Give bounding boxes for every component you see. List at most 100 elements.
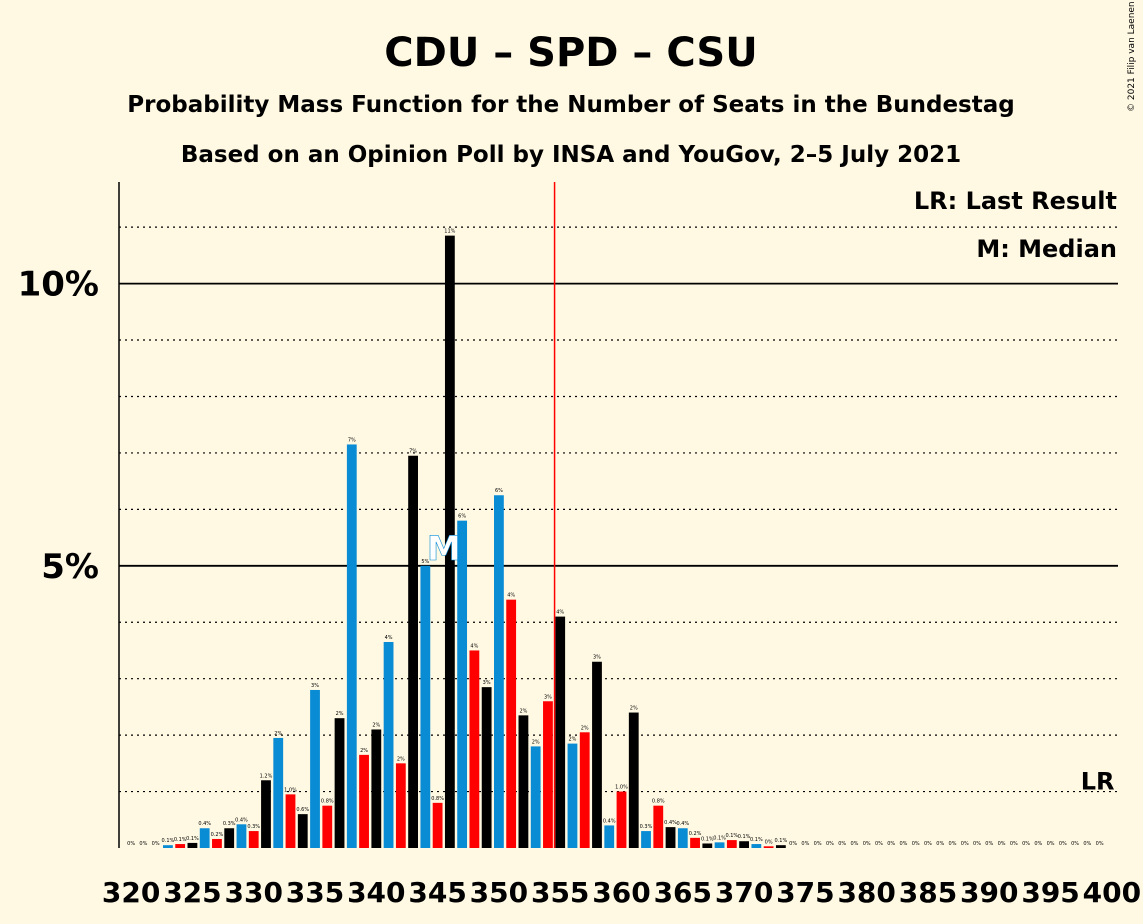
bar-data-label: 0% xyxy=(863,841,871,847)
bar xyxy=(408,455,418,848)
bar-data-label: 0% xyxy=(801,841,809,847)
x-tick-labels: 320 325 330 335 340 345 350 355 360 365 370 375 380 3… xyxy=(102,876,1141,909)
bar-data-label: 0.1% xyxy=(186,836,199,842)
chart-title: CDU – SPD – CSU xyxy=(384,30,757,76)
bar-data-label: 0% xyxy=(1096,841,1104,847)
bar-data-label: 0.3% xyxy=(640,824,653,830)
bar-data-label: 6% xyxy=(495,488,503,494)
bar xyxy=(248,831,259,848)
bar xyxy=(420,565,431,848)
bar-data-label: 4% xyxy=(470,643,478,649)
bar xyxy=(285,794,296,848)
bar-data-label: 1.0% xyxy=(284,787,297,793)
bar xyxy=(187,842,198,848)
bar-data-label: 0% xyxy=(936,841,944,847)
bar-data-label: 0.6% xyxy=(296,807,309,813)
x-tick-label: 390 xyxy=(960,876,1018,909)
bar-data-label: 0% xyxy=(949,841,957,847)
bar-data-label: 0% xyxy=(1047,841,1055,847)
bar xyxy=(751,844,762,848)
bar xyxy=(604,825,615,848)
x-tick-label: 345 xyxy=(408,876,466,909)
bar xyxy=(334,718,345,848)
legend-median: M: Median xyxy=(976,235,1117,263)
last-result-marker: LR xyxy=(1081,768,1115,796)
bar-series xyxy=(163,235,786,848)
bar-data-label: 0.8% xyxy=(321,799,334,805)
bar-data-label: 1.2% xyxy=(260,773,273,779)
y-tick-label: 10% xyxy=(18,265,99,305)
bar-data-label: 0.1% xyxy=(162,838,175,844)
bar xyxy=(163,845,173,848)
x-tick-label: 395 xyxy=(1021,876,1079,909)
bar xyxy=(494,495,504,848)
bar xyxy=(702,843,713,848)
bar-data-label: 0% xyxy=(127,841,135,847)
bar-data-label: 0% xyxy=(912,841,920,847)
bar xyxy=(199,828,210,848)
bar-data-label: 0% xyxy=(1071,841,1079,847)
bar xyxy=(641,831,651,848)
bar xyxy=(543,701,553,848)
bar xyxy=(530,746,541,848)
bar-data-label: 0.8% xyxy=(652,799,665,805)
bar-data-label: 0% xyxy=(1022,841,1030,847)
data-labels: 0% 0% 0% 0.1% 0.1% 0.1%0.4%0.2%0.3%0.4%0.3%1.… xyxy=(127,229,1104,847)
bar-data-label: 0.4% xyxy=(198,821,211,827)
bar-data-label: 2% xyxy=(274,731,282,737)
bar xyxy=(261,780,271,848)
bar-data-label: 0% xyxy=(1034,841,1042,847)
bar-data-label: 1.0% xyxy=(615,785,628,791)
bar xyxy=(690,837,700,848)
bar-data-label: 2% xyxy=(568,737,576,743)
bar-data-label: 0% xyxy=(789,841,797,847)
bar xyxy=(383,641,394,848)
bar-data-label: 2% xyxy=(360,748,368,754)
x-tick-label: 320 xyxy=(102,876,160,909)
bar xyxy=(444,235,455,848)
bar xyxy=(628,712,639,848)
bar-data-label: 2% xyxy=(532,739,540,745)
bar-data-label: 0.1% xyxy=(174,837,187,843)
copyright-note: © 2021 Filip van Laenen xyxy=(1127,1,1137,112)
bar-data-label: 2% xyxy=(397,756,405,762)
bar-data-label: 0% xyxy=(1010,841,1018,847)
bar xyxy=(297,814,308,848)
x-tick-label: 335 xyxy=(286,876,344,909)
bar xyxy=(518,715,529,848)
bar xyxy=(616,791,627,848)
bar-data-label: 7% xyxy=(348,437,356,443)
bar-data-label: 0.1% xyxy=(750,837,763,843)
bar-data-label: 11% xyxy=(444,229,455,235)
bar xyxy=(592,661,602,848)
bar xyxy=(175,844,186,848)
x-tick-label: 385 xyxy=(899,876,957,909)
bar-data-label: 0% xyxy=(826,841,834,847)
bar-data-label: 0.4% xyxy=(676,821,689,827)
bar xyxy=(469,650,480,848)
bar-data-label: 0% xyxy=(973,841,981,847)
bar xyxy=(212,838,222,848)
bar-data-label: 0% xyxy=(152,841,160,847)
y-tick-labels: 5% 10% xyxy=(18,265,99,587)
bar-data-label: 0.1% xyxy=(775,838,788,844)
x-tick-label: 375 xyxy=(776,876,834,909)
bar-data-label: 0.1% xyxy=(738,834,751,840)
bar-data-label: 3% xyxy=(311,683,319,689)
bar-data-label: 0.3% xyxy=(223,821,236,827)
bar-data-label: 3% xyxy=(544,694,552,700)
bar-data-label: 0% xyxy=(887,841,895,847)
bar-data-label: 0% xyxy=(1083,841,1091,847)
x-tick-label: 330 xyxy=(224,876,282,909)
x-tick-label: 400 xyxy=(1083,876,1141,909)
bar-data-label: 0.1% xyxy=(725,833,738,839)
bar xyxy=(224,828,235,848)
bar xyxy=(579,732,590,848)
chart-subtitle-1: Probability Mass Function for the Number… xyxy=(127,92,1014,118)
bar xyxy=(677,828,688,848)
bar xyxy=(395,763,406,848)
bar-data-label: 3% xyxy=(593,655,601,661)
bar-data-label: 0.2% xyxy=(689,831,702,837)
bar xyxy=(322,805,333,848)
bar xyxy=(359,754,369,848)
